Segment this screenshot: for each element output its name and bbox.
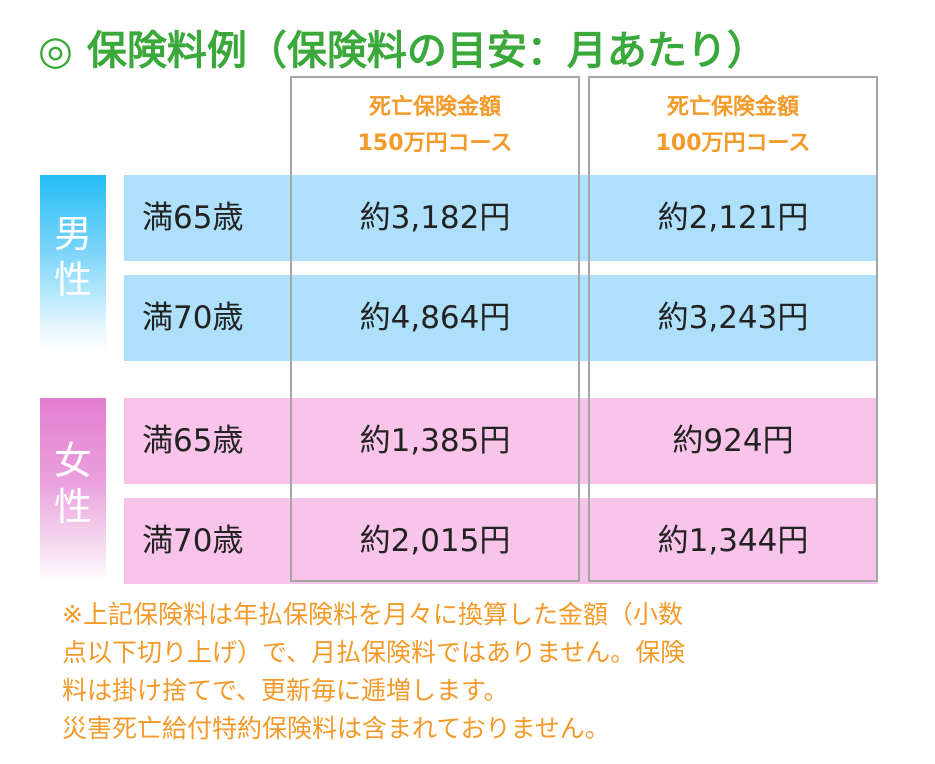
footnote-line: ※上記保険料は年払保険料を月々に換算した金額（小数 [62,600,683,629]
gender-label-male: 男 性 [40,175,106,353]
footnote-line: 点以下切り上げ）で、月払保険料ではありません。保険 [62,638,686,667]
column-header-line: 死亡保険金額 [666,95,799,120]
footnote-line: 災害死亡給付特約保険料は含まれておりません。 [62,714,610,743]
premium-cell: 約4,864円 [359,300,511,336]
age-label: 満65歳 [142,423,244,459]
premium-cell: 約1,344円 [657,523,809,559]
row-band-male-70 [124,275,878,361]
column-header-line: 死亡保険金額 [368,95,501,120]
column-header-150: 死亡保険金額 150万円コース [290,90,580,162]
premium-cell: 約924円 [672,423,794,459]
gender-char: 女 [53,439,92,483]
age-label: 満70歳 [142,523,244,559]
row-band-male-65 [124,175,878,261]
gender-label-female: 女 性 [40,398,106,582]
gender-char: 男 [53,212,92,256]
age-label: 満70歳 [142,300,244,336]
premium-cell: 約3,182円 [359,200,511,236]
footnote: ※上記保険料は年払保険料を月々に換算した金額（小数 点以下切り上げ）で、月払保険… [62,596,882,748]
column-header-line: 100万円コース [655,131,811,156]
premium-cell: 約2,121円 [657,200,809,236]
premium-cell: 約2,015円 [359,523,511,559]
footnote-line: 料は掛け捨てで、更新毎に逓増します。 [62,676,509,705]
age-label: 満65歳 [142,200,244,236]
column-frame-100 [588,76,878,582]
column-header-line: 150万円コース [357,131,513,156]
page-title: ◎ 保険料例（保険料の目安：月あたり） [38,28,767,74]
column-frame-150 [290,76,580,582]
column-header-100: 死亡保険金額 100万円コース [588,90,878,162]
gender-char: 性 [53,258,92,302]
row-band-female-70 [124,498,878,584]
premium-cell: 約3,243円 [657,300,809,336]
premium-cell: 約1,385円 [359,423,511,459]
row-band-female-65 [124,398,878,484]
gender-char: 性 [53,485,92,529]
